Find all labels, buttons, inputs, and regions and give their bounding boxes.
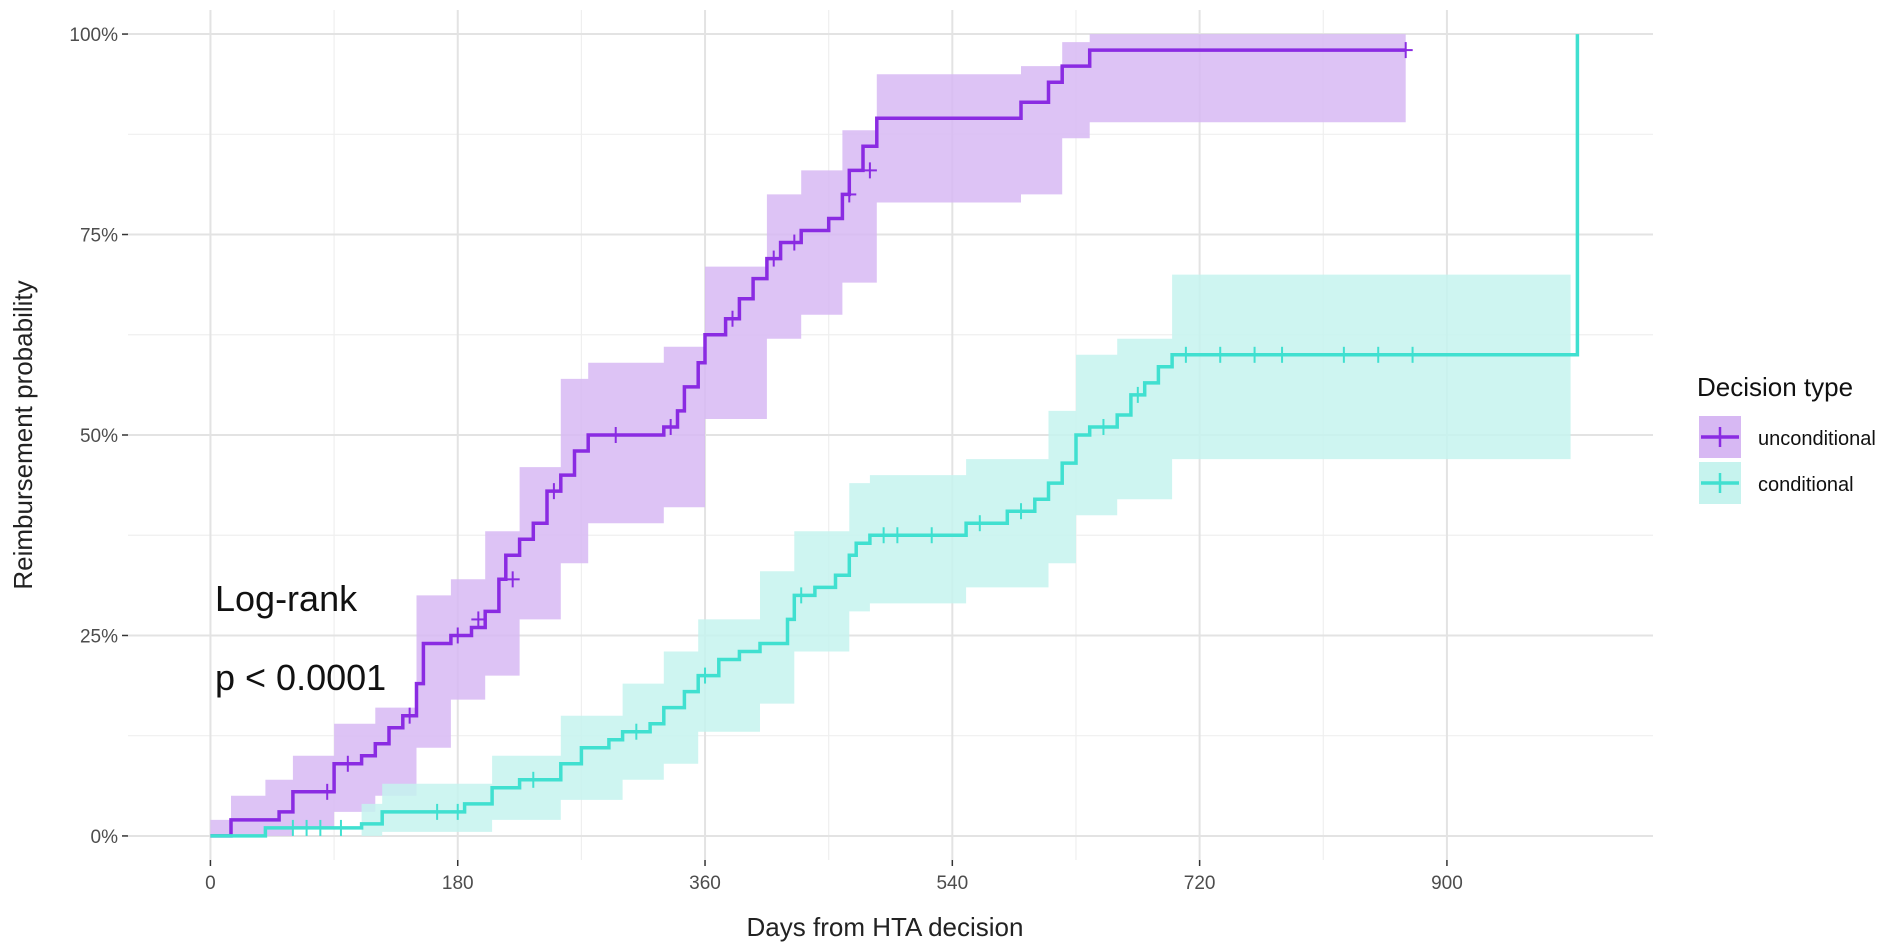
censor-mark-unconditional-10 xyxy=(766,250,781,267)
censor-mark-conditional-1 xyxy=(299,819,314,836)
censor-mark-unconditional-7 xyxy=(608,427,623,443)
legend-entry-unconditional xyxy=(1699,416,1741,458)
censor-mark-conditional-8 xyxy=(698,667,713,684)
censor-mark-conditional-4 xyxy=(430,803,445,820)
censor-mark-conditional-15 xyxy=(1096,418,1111,435)
x-tick-label-3: 540 xyxy=(936,873,968,894)
censor-mark-conditional-5 xyxy=(450,803,465,820)
censor-mark-conditional-14 xyxy=(1014,503,1029,520)
annotation-logrank: Log-rank xyxy=(215,578,358,619)
x-axis-title: Days from HTA decision xyxy=(747,912,1024,942)
censor-mark-unconditional-14 xyxy=(1398,42,1413,59)
censor-mark-conditional-3 xyxy=(333,819,348,836)
censor-mark-unconditional-9 xyxy=(725,310,740,327)
censor-mark-conditional-7 xyxy=(629,723,644,740)
censor-mark-unconditional-4 xyxy=(471,611,486,628)
censor-mark-conditional-0 xyxy=(285,819,300,836)
legend-label-conditional: conditional xyxy=(1758,474,1854,496)
censor-mark-unconditional-0 xyxy=(320,783,335,800)
y-tick-label-1: 25% xyxy=(80,626,118,647)
y-tick-label-2: 50% xyxy=(80,426,118,447)
censor-layer xyxy=(285,42,1420,836)
censor-mark-conditional-9 xyxy=(794,587,809,604)
censor-mark-conditional-18 xyxy=(1213,346,1228,363)
x-tick-label-2: 360 xyxy=(689,873,721,894)
censor-mark-conditional-17 xyxy=(1178,346,1193,363)
km-line-conditional xyxy=(210,34,1580,838)
annotation-pvalue: p < 0.0001 xyxy=(215,657,386,698)
censor-mark-unconditional-13 xyxy=(862,162,877,179)
censor-mark-conditional-21 xyxy=(1336,346,1351,363)
censor-mark-conditional-12 xyxy=(924,527,939,544)
censor-mark-conditional-19 xyxy=(1247,346,1262,363)
legend-label-unconditional: unconditional xyxy=(1758,428,1876,450)
censor-mark-unconditional-1 xyxy=(340,755,355,772)
censor-mark-conditional-16 xyxy=(1130,386,1145,403)
axis-layer: 0 180 360 540 720 900 0% 25% 50% 75% 100% xyxy=(69,25,1462,894)
y-axis-title: Reimbursement probability xyxy=(8,280,38,589)
censor-mark-unconditional-8 xyxy=(663,418,678,435)
legend-entry-conditional xyxy=(1699,462,1741,504)
ribbon-layer xyxy=(210,34,1571,836)
ci-ribbon-conditional xyxy=(210,274,1571,836)
censor-mark-conditional-22 xyxy=(1371,346,1386,363)
censor-mark-conditional-2 xyxy=(313,819,328,836)
censor-mark-conditional-13 xyxy=(972,515,987,532)
censor-mark-conditional-11 xyxy=(890,527,905,544)
y-tick-label-3: 75% xyxy=(80,226,118,247)
censor-mark-unconditional-11 xyxy=(787,234,802,251)
ci-ribbon-unconditional xyxy=(210,34,1406,836)
censor-mark-unconditional-5 xyxy=(505,571,520,588)
censor-mark-conditional-10 xyxy=(876,527,891,544)
censor-mark-conditional-23 xyxy=(1405,346,1420,363)
x-tick-label-5: 900 xyxy=(1431,873,1463,894)
censor-mark-conditional-6 xyxy=(526,771,541,788)
legend: Decision type unconditional conditional xyxy=(1697,372,1876,504)
x-tick-label-1: 180 xyxy=(442,873,474,894)
censor-mark-unconditional-2 xyxy=(402,707,417,724)
x-tick-label-0: 0 xyxy=(205,873,216,894)
y-tick-label-0: 0% xyxy=(91,827,119,848)
censor-mark-unconditional-3 xyxy=(450,627,465,644)
censor-mark-unconditional-6 xyxy=(546,483,561,500)
legend-title: Decision type xyxy=(1697,372,1853,402)
censor-mark-conditional-20 xyxy=(1275,346,1290,363)
censor-mark-unconditional-12 xyxy=(842,186,857,203)
y-tick-label-4: 100% xyxy=(69,25,118,46)
x-tick-label-4: 720 xyxy=(1184,873,1216,894)
